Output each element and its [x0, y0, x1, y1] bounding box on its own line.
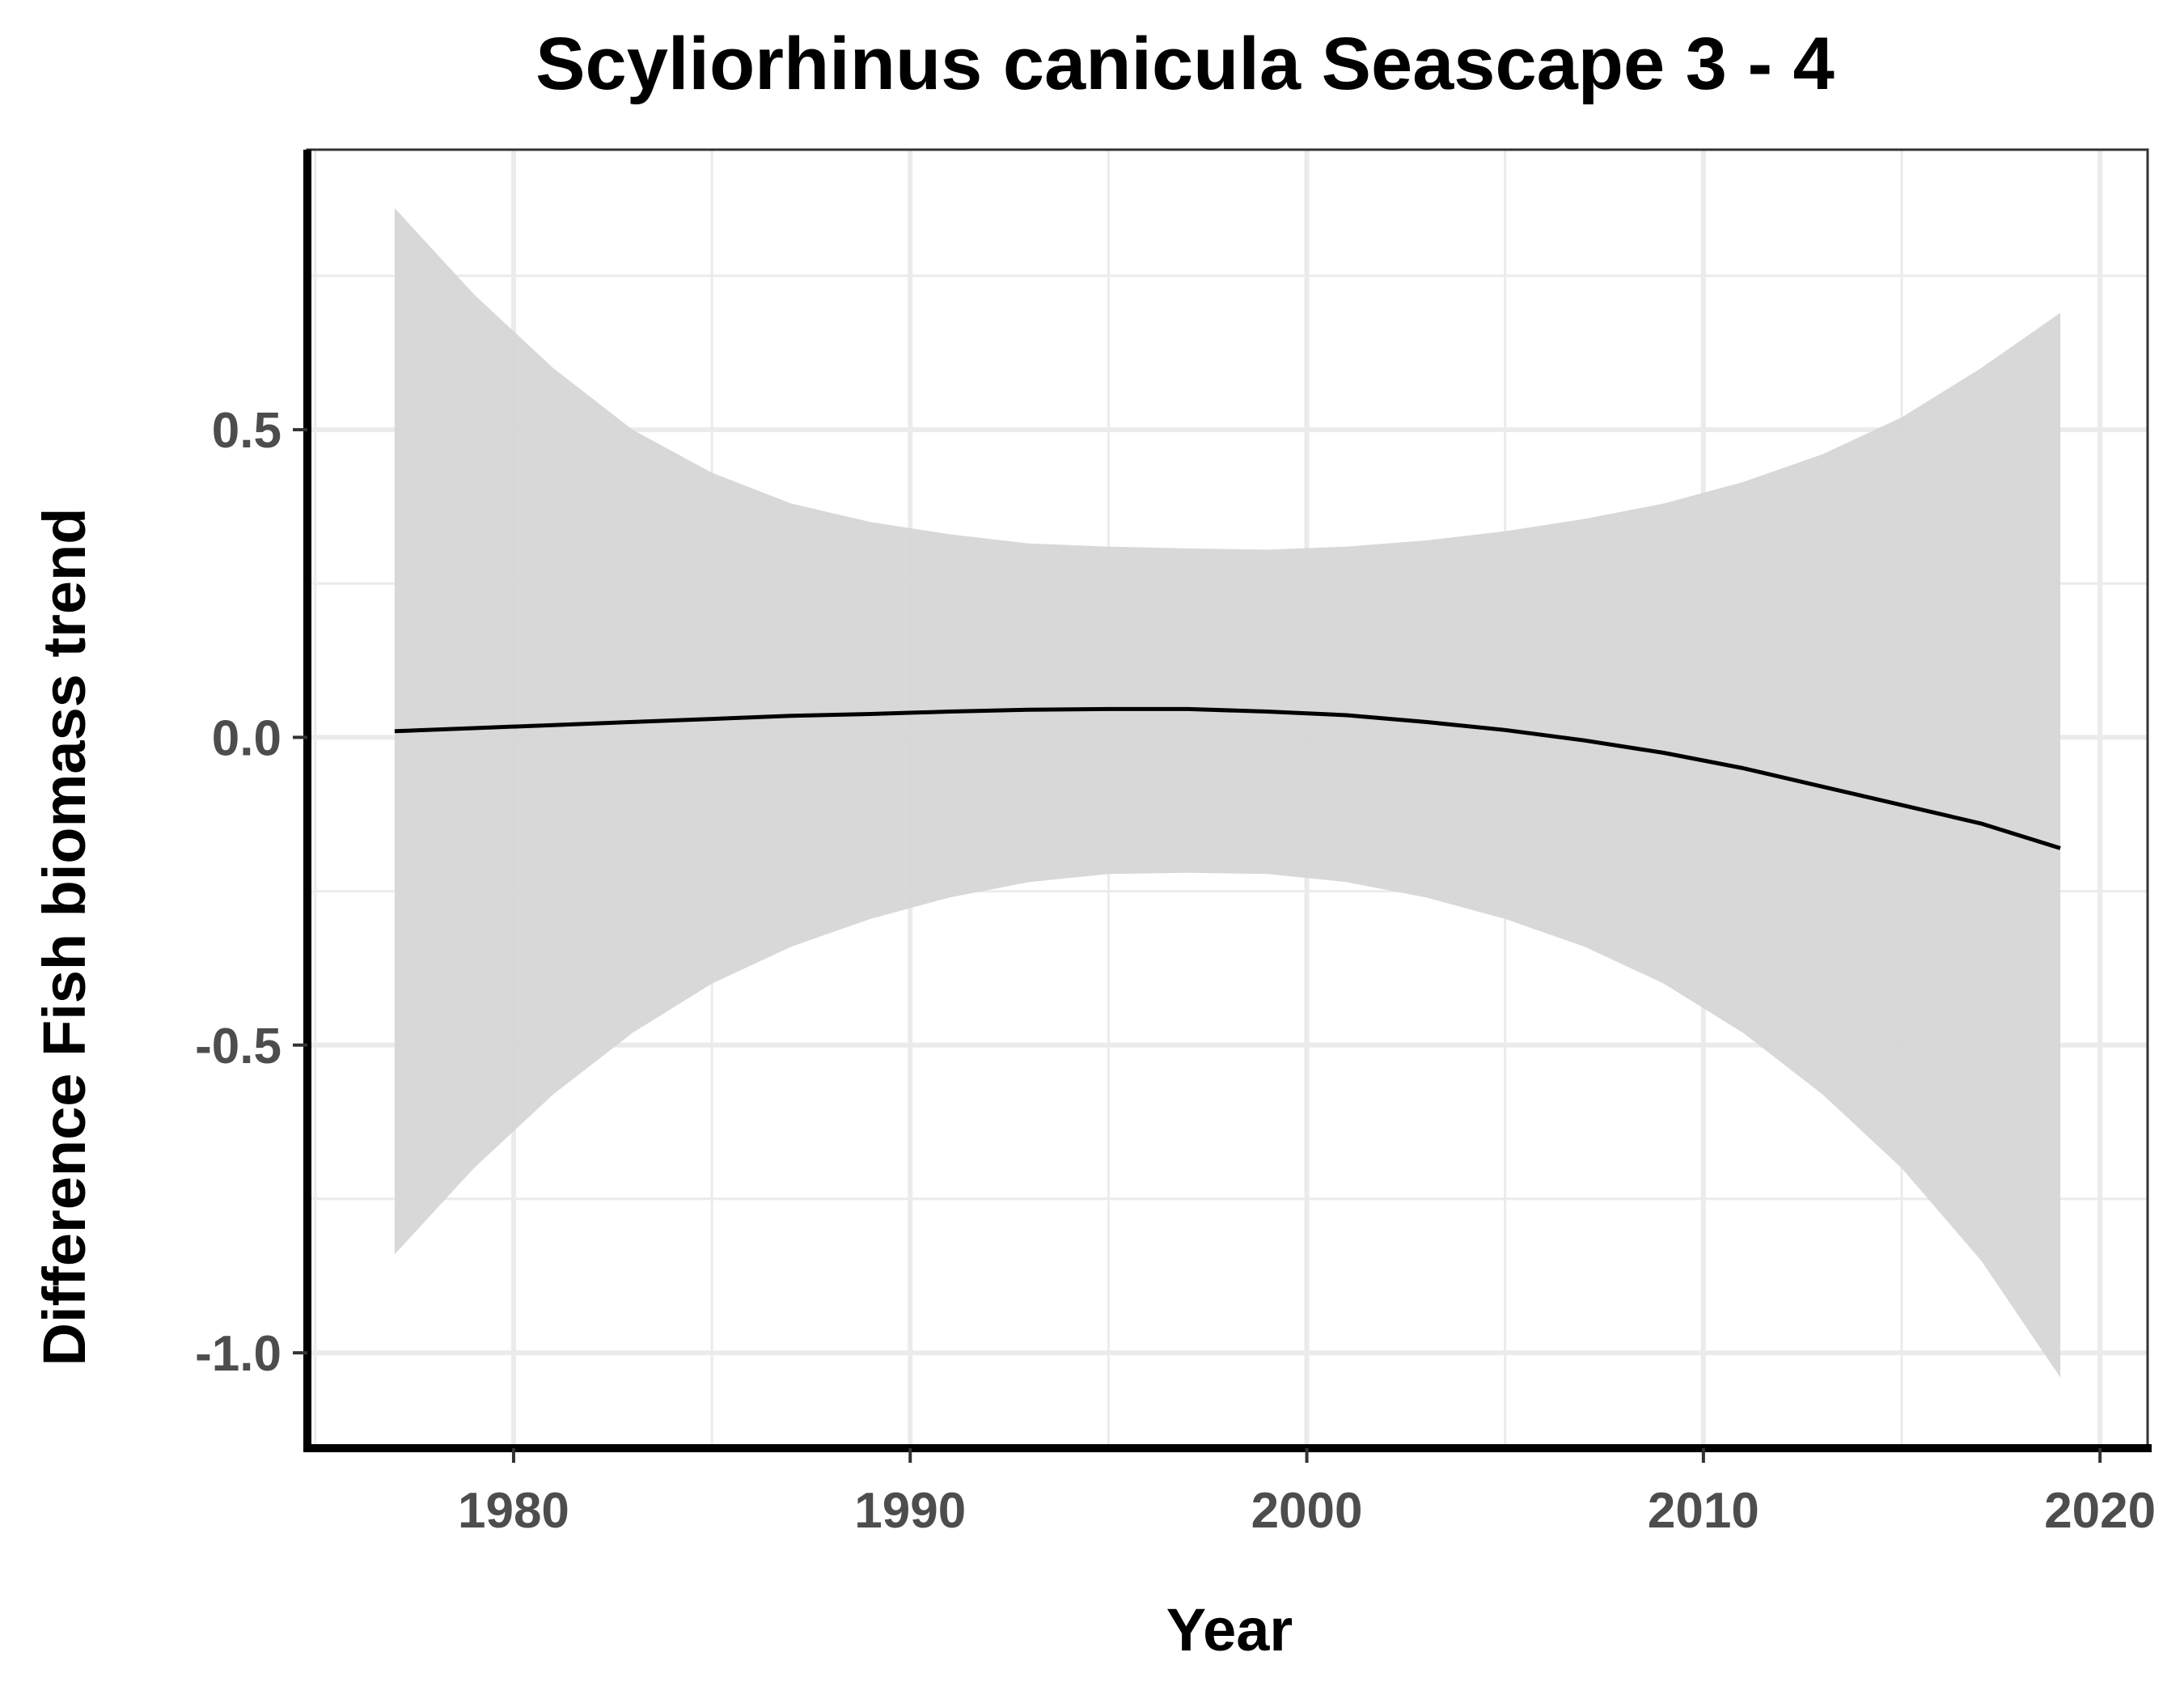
y-axis-title: Difference Fish biomass trend [31, 508, 98, 1366]
x-tick-label: 2010 [1648, 1483, 1759, 1539]
y-tick-label: 0.0 [212, 710, 281, 766]
x-tick-label: 2020 [2044, 1483, 2156, 1539]
chart-title: Scyliorhinus canicula Seascape 3 - 4 [535, 23, 1835, 105]
confidence-ribbon [394, 208, 2061, 1378]
x-axis-title: Year [1166, 1596, 1293, 1663]
x-tick-label: 1990 [854, 1483, 966, 1539]
trend-line [394, 706, 2061, 850]
y-tick-label: -1.0 [195, 1326, 281, 1382]
y-tick-label: 0.5 [212, 403, 281, 459]
y-tick-label: -0.5 [195, 1019, 281, 1074]
x-tick-label: 2000 [1251, 1483, 1363, 1539]
x-tick-label: 1980 [458, 1483, 569, 1539]
plot-area: 1980 1990 2000 2010 2020 -1.0 -0.5 0.0 0.5 [195, 148, 2156, 1539]
